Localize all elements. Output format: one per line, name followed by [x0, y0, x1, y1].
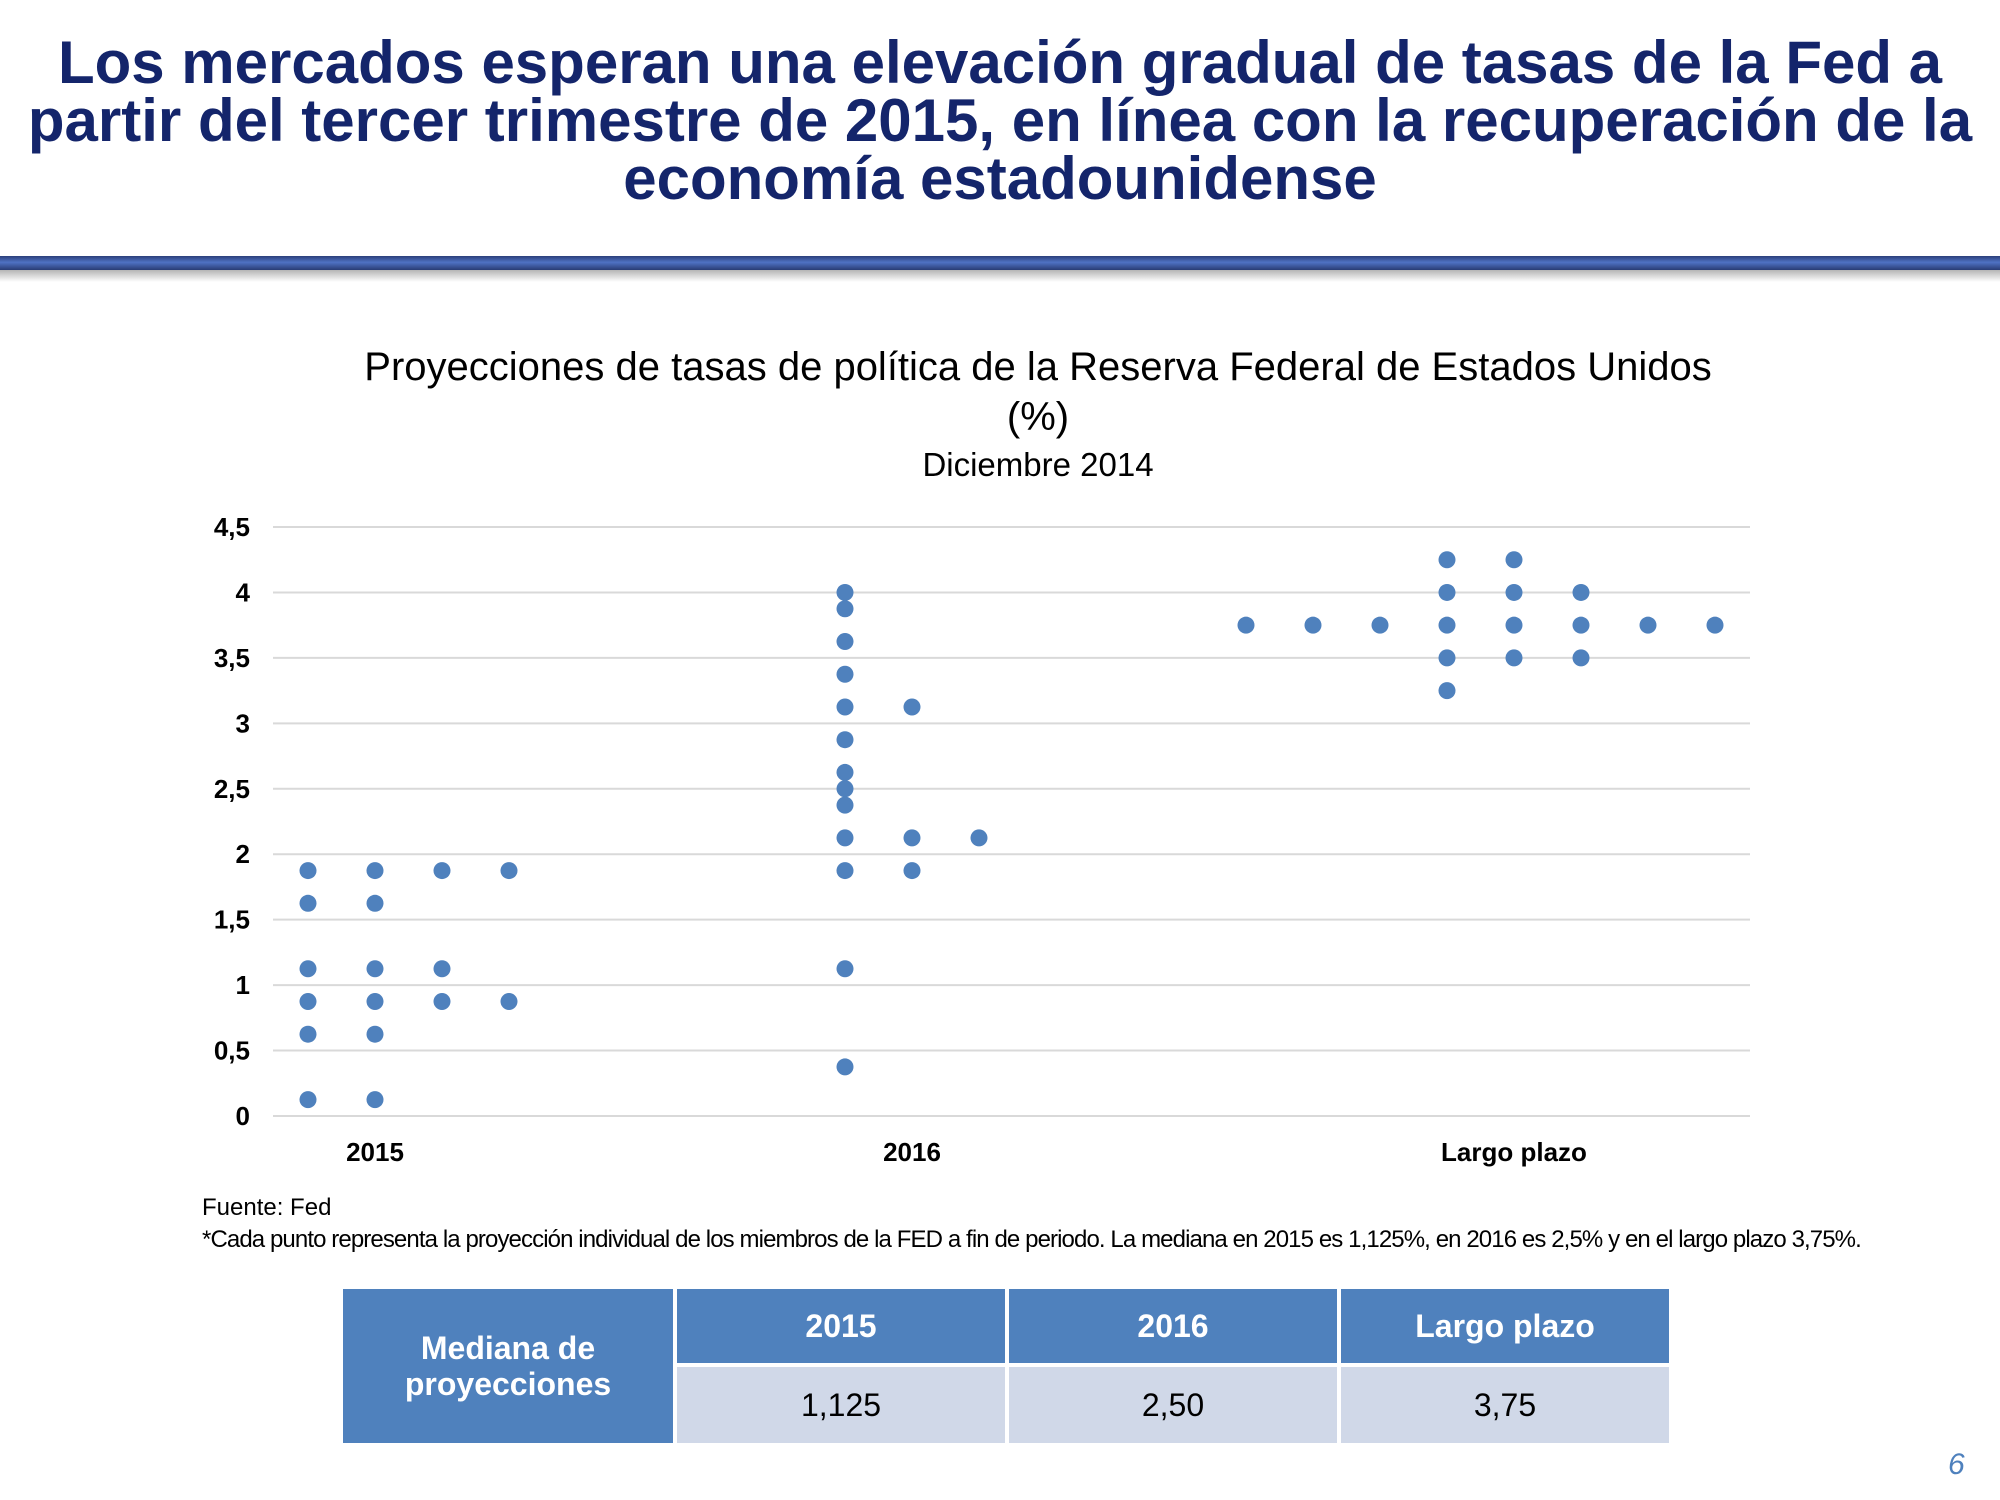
- data-point: [366, 894, 384, 912]
- y-tick-label: 0,5: [214, 1036, 250, 1066]
- y-tick-label: 4: [236, 577, 251, 607]
- data-point: [366, 1091, 384, 1109]
- table-column-header: 2016: [1009, 1289, 1337, 1363]
- data-point: [836, 583, 854, 601]
- data-point: [836, 960, 854, 978]
- data-point: [1706, 616, 1724, 634]
- y-tick-label: 1: [236, 970, 250, 1000]
- y-tick-label: 1,5: [214, 905, 250, 935]
- data-point: [1438, 649, 1456, 667]
- data-point: [299, 1025, 317, 1043]
- data-point: [1237, 616, 1255, 634]
- y-tick-label: 2: [236, 839, 250, 869]
- x-axis-ticks: 2015 2016 Largo plazo: [346, 1137, 1587, 1167]
- data-point: [836, 862, 854, 880]
- data-point: [299, 862, 317, 880]
- footnote-line: *Cada punto representa la proyección ind…: [202, 1226, 1862, 1253]
- data-point: [366, 1025, 384, 1043]
- table-row: Mediana de proyecciones 2015 2016 Largo …: [343, 1289, 1669, 1443]
- data-point: [1304, 616, 1322, 634]
- data-point: [1505, 649, 1523, 667]
- table-row-header-label: Mediana de proyecciones: [404, 1330, 612, 1402]
- data-point: [970, 829, 988, 847]
- y-axis-ticks: 0 0,5 1 1,5 2 2,5 3 3,5 4 4,5: [214, 512, 251, 1131]
- data-point: [836, 698, 854, 716]
- data-point: [1505, 583, 1523, 601]
- page-number: 6: [1948, 1448, 1965, 1481]
- x-tick-label: 2016: [883, 1137, 941, 1167]
- table-column-header: Largo plazo: [1341, 1289, 1669, 1363]
- data-point: [836, 829, 854, 847]
- y-tick-label: 2,5: [214, 774, 250, 804]
- data-point: [299, 1091, 317, 1109]
- data-point: [366, 992, 384, 1010]
- data-point: [903, 829, 921, 847]
- x-tick-label: 2015: [346, 1137, 404, 1167]
- data-point: [836, 796, 854, 814]
- source-line: Fuente: Fed: [202, 1194, 332, 1221]
- y-tick-label: 3: [236, 708, 250, 738]
- table-cell: 1,125: [677, 1367, 1005, 1443]
- data-point: [1505, 616, 1523, 634]
- data-point: [433, 960, 451, 978]
- table-cell: 3,75: [1341, 1367, 1669, 1443]
- y-tick-label: 3,5: [214, 643, 250, 673]
- data-point: [299, 960, 317, 978]
- data-point: [1438, 616, 1456, 634]
- title-divider: [0, 256, 2000, 270]
- data-points: [299, 551, 1724, 1109]
- y-tick-label: 0: [236, 1101, 250, 1131]
- data-point: [500, 862, 518, 880]
- data-point: [1572, 649, 1590, 667]
- data-point: [1371, 616, 1389, 634]
- x-tick-label: Largo plazo: [1441, 1137, 1587, 1167]
- table-cell: 2,50: [1009, 1367, 1337, 1443]
- data-point: [903, 698, 921, 716]
- data-point: [836, 633, 854, 651]
- y-tick-label: 4,5: [214, 512, 250, 542]
- data-point: [1438, 583, 1456, 601]
- slide-title: Los mercados esperan una elevación gradu…: [27, 29, 1973, 212]
- data-point: [433, 992, 451, 1010]
- table-column-header: 2015: [677, 1289, 1005, 1363]
- data-point: [1639, 616, 1657, 634]
- table-row: 1,125 2,50 3,75: [343, 1367, 1669, 1443]
- data-point: [299, 992, 317, 1010]
- data-point: [299, 894, 317, 912]
- data-point: [1438, 551, 1456, 569]
- data-point: [903, 862, 921, 880]
- chart-title: Proyecciones de tasas de política de la …: [364, 345, 1712, 439]
- chart-subtitle: Diciembre 2014: [922, 446, 1154, 483]
- data-point: [500, 992, 518, 1010]
- data-point: [1438, 682, 1456, 700]
- grid-lines: [273, 526, 1750, 1117]
- data-point: [1505, 551, 1523, 569]
- data-point: [1572, 583, 1590, 601]
- data-point: [836, 665, 854, 683]
- median-table: Mediana de proyecciones 2015 2016 Largo …: [339, 1285, 1673, 1447]
- data-point: [1572, 616, 1590, 634]
- data-point: [366, 960, 384, 978]
- table-row-header: Mediana de proyecciones: [343, 1289, 673, 1443]
- data-point: [836, 1058, 854, 1076]
- source-note: Fuente: Fed *Cada punto representa la pr…: [202, 1192, 1902, 1256]
- data-point: [366, 862, 384, 880]
- data-point: [836, 600, 854, 618]
- data-point: [836, 763, 854, 781]
- data-point: [836, 780, 854, 798]
- data-point: [836, 731, 854, 749]
- data-point: [433, 862, 451, 880]
- title-divider-shadow: [0, 270, 2000, 282]
